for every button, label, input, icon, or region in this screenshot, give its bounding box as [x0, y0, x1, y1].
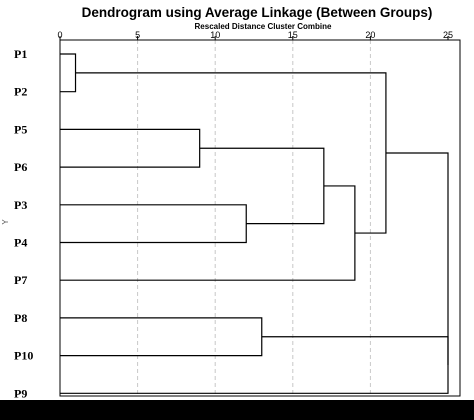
leaf-label: P1	[14, 47, 27, 61]
x-axis-label: Rescaled Distance Cluster Combine	[195, 22, 332, 31]
leaf-label: P10	[14, 349, 33, 363]
dendrogram-link	[199, 147, 325, 225]
dendrogram-link	[60, 185, 356, 281]
chart-title: Dendrogram using Average Linkage (Betwee…	[82, 5, 433, 20]
dendrogram-link	[60, 128, 201, 168]
leaf-label: P2	[14, 85, 27, 99]
leaf-label: P6	[14, 160, 27, 174]
leaf-label: P9	[14, 386, 27, 400]
x-tick-label: 5	[135, 30, 140, 40]
plot-area-frame	[59, 39, 461, 397]
x-tick-label: 20	[365, 30, 375, 40]
grid	[137, 40, 371, 396]
leaf-label: P5	[14, 122, 27, 136]
x-tick-label: 0	[57, 30, 62, 40]
dendrogram-link	[60, 204, 247, 244]
x-tick-label: 25	[443, 30, 453, 40]
dendrogram-links	[60, 53, 449, 394]
dendrogram-link	[75, 72, 387, 234]
dendrogram-link	[60, 317, 263, 357]
x-tick-label: 10	[210, 30, 220, 40]
leaf-label: P3	[14, 198, 27, 212]
leaf-label: P8	[14, 311, 27, 325]
x-axis-ticks: 0 5 10 15 20 25	[57, 30, 453, 40]
leaf-label: P7	[14, 273, 27, 287]
y-axis-label: Y	[1, 219, 10, 225]
dendrogram-link	[60, 53, 77, 93]
dendrogram-link	[60, 336, 449, 394]
leaf-label: P4	[14, 236, 27, 250]
x-tick-label: 15	[288, 30, 298, 40]
bottom-border-bar	[0, 400, 474, 420]
leaf-labels: P1 P2 P5 P6 P3 P4 P7 P8 P10 P9	[14, 47, 33, 400]
dendrogram-link	[385, 152, 449, 366]
